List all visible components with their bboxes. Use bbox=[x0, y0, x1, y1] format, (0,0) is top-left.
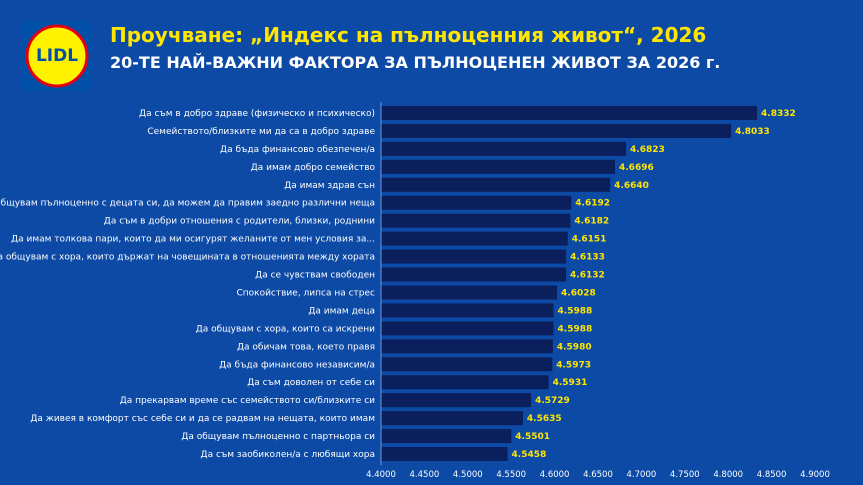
category-label: Да съм заобиколен/а с любящи хора bbox=[201, 450, 375, 460]
x-tick-label: 4.6000 bbox=[540, 470, 570, 480]
category-label: Да съм в добри отношения с родители, бли… bbox=[104, 217, 375, 227]
value-label: 4.5988 bbox=[558, 306, 593, 316]
category-label: Да имам деца bbox=[308, 306, 375, 316]
bar bbox=[381, 177, 611, 192]
value-label: 4.5501 bbox=[515, 432, 550, 442]
bar bbox=[381, 339, 553, 354]
value-label: 4.8332 bbox=[761, 109, 796, 119]
category-label: Да прекарвам време със семейството си/бл… bbox=[120, 396, 375, 406]
category-label: Да общувам пълноценно с децата си, да мо… bbox=[0, 199, 375, 209]
bar bbox=[381, 429, 512, 444]
bar bbox=[381, 249, 567, 264]
category-label: Да общувам пълноценно с партньора си bbox=[181, 432, 375, 442]
bar bbox=[381, 105, 758, 120]
value-label: 4.6028 bbox=[561, 288, 596, 298]
bar bbox=[381, 159, 616, 174]
x-tick-label: 4.7000 bbox=[627, 470, 657, 480]
x-tick-label: 4.8000 bbox=[713, 470, 743, 480]
value-label: 4.6133 bbox=[570, 253, 605, 263]
lidl-logo: LIDL bbox=[22, 21, 92, 91]
x-tick-label: 4.7500 bbox=[670, 470, 700, 480]
x-tick-label: 4.5000 bbox=[453, 470, 483, 480]
category-label: Да обичам това, което правя bbox=[237, 342, 375, 352]
bar bbox=[381, 375, 549, 390]
bar bbox=[381, 285, 558, 300]
bar bbox=[381, 123, 732, 138]
value-label: 4.8033 bbox=[735, 127, 770, 137]
value-label: 4.5973 bbox=[556, 360, 591, 370]
value-label: 4.5635 bbox=[527, 414, 562, 424]
category-label: Да имам добро семейство bbox=[251, 163, 376, 173]
bar bbox=[381, 303, 554, 318]
value-label: 4.6192 bbox=[575, 199, 610, 209]
category-label: Семейството/близките ми да са в добро зд… bbox=[147, 127, 375, 137]
value-label: 4.6823 bbox=[630, 145, 665, 155]
bar bbox=[381, 447, 508, 462]
category-label: Да общувам с хора, които са искрени bbox=[196, 324, 375, 334]
value-label: 4.5458 bbox=[512, 450, 547, 460]
bar bbox=[381, 357, 553, 372]
value-label: 4.6132 bbox=[570, 271, 605, 281]
bar bbox=[381, 267, 567, 282]
value-label: 4.5931 bbox=[553, 378, 588, 388]
category-label: Да се чувствам свободен bbox=[255, 271, 375, 281]
category-label: Да общувам с хора, които държат на човещ… bbox=[0, 253, 375, 263]
category-label: Да съм в добро здраве (физическо и психи… bbox=[139, 109, 375, 119]
value-label: 4.6640 bbox=[614, 181, 649, 191]
x-tick-label: 4.9000 bbox=[800, 470, 830, 480]
svg-text:LIDL: LIDL bbox=[36, 46, 78, 66]
value-label: 4.5729 bbox=[535, 396, 570, 406]
category-label: Да съм доволен от себе си bbox=[247, 378, 375, 388]
x-tick-label: 4.6500 bbox=[583, 470, 613, 480]
value-label: 4.6182 bbox=[574, 217, 609, 227]
category-label: Да живея в комфорт със себе си и да се р… bbox=[30, 414, 375, 424]
value-label: 4.5988 bbox=[558, 324, 593, 334]
page-title: Проучване: „Индекс на пълноценния живот“… bbox=[110, 23, 707, 47]
x-tick-label: 4.8500 bbox=[757, 470, 787, 480]
bar bbox=[381, 141, 627, 156]
x-tick-label: 4.5500 bbox=[496, 470, 526, 480]
x-tick-label: 4.4500 bbox=[410, 470, 440, 480]
x-tick-label: 4.4000 bbox=[366, 470, 396, 480]
bar bbox=[381, 411, 523, 426]
page-subtitle: 20-ТЕ НАЙ-ВАЖНИ ФАКТОРА ЗА ПЪЛНОЦЕНЕН ЖИ… bbox=[110, 53, 721, 72]
category-label: Спокойствие, липса на стрес bbox=[236, 288, 375, 298]
bar bbox=[381, 231, 568, 246]
category-label: Да бъда финансово независим/а bbox=[219, 360, 375, 370]
bar bbox=[381, 195, 572, 210]
bar bbox=[381, 321, 554, 336]
category-label: Да имам здрав сън bbox=[284, 181, 375, 191]
value-label: 4.6151 bbox=[572, 235, 607, 245]
value-label: 4.5980 bbox=[557, 342, 592, 352]
bar bbox=[381, 393, 532, 408]
category-label: Да бъда финансово обезпечен/а bbox=[220, 145, 375, 155]
value-label: 4.6696 bbox=[619, 163, 654, 173]
category-label: Да имам толкова пари, които да ми осигур… bbox=[11, 235, 375, 245]
bar bbox=[381, 213, 571, 228]
